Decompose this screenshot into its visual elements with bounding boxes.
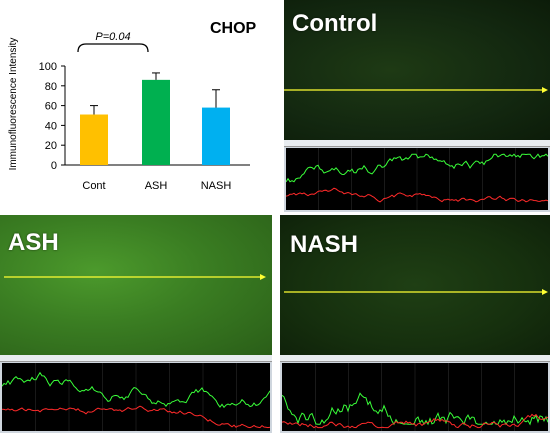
chart-title: CHOP <box>210 20 257 37</box>
bar-cont <box>80 114 108 165</box>
control-label: Control <box>292 10 378 37</box>
significance-bracket <box>77 43 149 53</box>
y-tick-label: 60 <box>45 101 57 113</box>
bars-group <box>80 72 230 165</box>
red-channel-trace <box>282 413 548 429</box>
control-intensity-profile <box>286 148 548 210</box>
ash-arrow <box>4 274 266 280</box>
red-channel-trace <box>286 187 548 203</box>
bar-nash <box>202 107 230 165</box>
y-axis-label: Immunofluorescence Intensity <box>8 38 19 171</box>
control-arrow <box>284 87 548 93</box>
red-channel-trace <box>2 405 270 429</box>
nash-arrow <box>284 289 548 295</box>
nash-intensity-profile <box>282 363 548 431</box>
x-tick-label: Cont <box>82 180 105 192</box>
green-channel-trace <box>286 153 548 183</box>
control-micrograph: Control <box>284 0 550 140</box>
ash-label: ASH <box>8 229 59 256</box>
bar-ash <box>142 79 170 165</box>
nash-profile-window <box>280 355 550 433</box>
ash-micrograph: ASH <box>0 215 272 355</box>
p-value-annotation: P=0.04 <box>95 31 130 43</box>
bar-chart: Immunofluorescence Intensity 0 20 40 60 80 10… <box>8 31 250 192</box>
y-tick-label: 20 <box>45 140 57 152</box>
ash-intensity-profile <box>2 363 270 431</box>
x-axis-ticks: Cont ASH NASH <box>82 180 231 192</box>
nash-micrograph: NASH <box>280 215 550 355</box>
nash-label: NASH <box>290 231 359 258</box>
x-tick-label: ASH <box>145 180 168 192</box>
control-profile-window <box>284 140 550 212</box>
y-tick-label: 0 <box>51 160 57 172</box>
y-tick-label: 100 <box>39 61 57 73</box>
green-channel-trace <box>2 371 270 409</box>
y-axis-ticks: 0 20 40 60 80 100 <box>39 61 65 172</box>
green-channel-trace <box>282 392 548 426</box>
x-tick-label: NASH <box>201 180 232 192</box>
ash-profile-window <box>0 355 272 433</box>
y-tick-label: 40 <box>45 120 57 132</box>
y-tick-label: 80 <box>45 81 57 93</box>
